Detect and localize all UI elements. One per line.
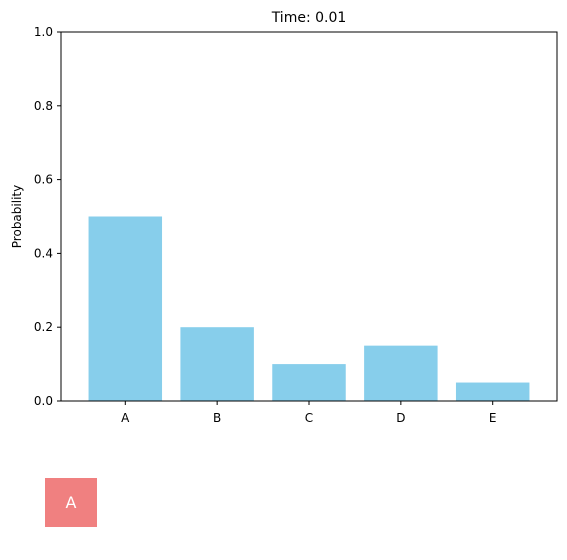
- bar-E: [455, 382, 530, 401]
- x-tick-label: A: [121, 411, 130, 425]
- chart-svg: A B C D E 0.0 0.2 0.4 0.6 0.8 1.0 Time: 0.01 Prob…: [10, 10, 558, 425]
- y-tick-label: 0.6: [34, 173, 53, 187]
- x-tick-label: D: [396, 411, 405, 425]
- bar-C: [272, 364, 346, 401]
- x-tick-label: B: [213, 411, 221, 425]
- y-tick-label: 0.8: [34, 99, 53, 113]
- y-tick-label: 0.0: [34, 394, 53, 408]
- y-axis-label: Probability: [10, 185, 24, 248]
- bar-B: [180, 327, 254, 401]
- y-tick-label: 1.0: [34, 25, 53, 39]
- bar-A: [88, 216, 163, 401]
- x-tick-label: C: [305, 411, 313, 425]
- y-tick-label: 0.4: [34, 246, 53, 260]
- current-state-label: A: [65, 493, 77, 512]
- chart-title: Time: 0.01: [271, 10, 347, 26]
- plot-frame: [60, 31, 558, 402]
- bar-D: [364, 345, 438, 401]
- current-state-box: A: [45, 478, 97, 527]
- bars-layer: [88, 216, 530, 401]
- x-tick-label: E: [489, 411, 497, 425]
- x-axis-ticks: A B C D E: [121, 401, 497, 425]
- bar-chart: A B C D E 0.0 0.2 0.4 0.6 0.8 1.0 Time: 0.01 Prob…: [10, 10, 558, 425]
- y-tick-label: 0.2: [34, 320, 53, 334]
- y-axis-ticks: 0.0 0.2 0.4 0.6 0.8 1.0: [34, 25, 61, 408]
